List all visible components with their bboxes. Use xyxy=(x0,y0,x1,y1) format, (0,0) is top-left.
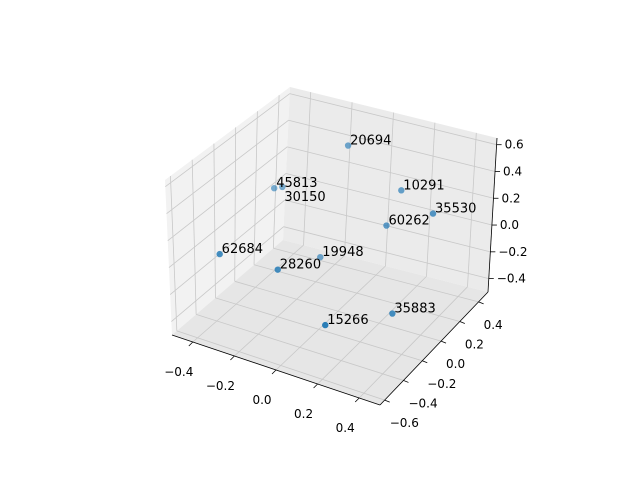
y-grid-line xyxy=(170,175,178,331)
y-grid-line xyxy=(272,95,280,249)
point-label: 20694 xyxy=(350,134,391,149)
z-grid-line xyxy=(285,173,493,226)
z-tick-label: 0.2 xyxy=(501,191,520,205)
z-grid-line xyxy=(165,93,290,188)
z-grid-line xyxy=(168,173,287,268)
data-point xyxy=(429,210,437,217)
point-label: 30150 xyxy=(284,190,325,205)
tick-mark xyxy=(354,397,360,403)
z-grid-line xyxy=(169,199,286,295)
tick-mark xyxy=(188,341,194,347)
data-point xyxy=(383,222,390,229)
y-grid-line xyxy=(213,143,216,298)
x-grid-line xyxy=(275,265,386,371)
point-label: 35530 xyxy=(435,202,476,217)
x-grid-line xyxy=(192,244,304,343)
z-grid-line xyxy=(283,226,489,279)
point-label: 28260 xyxy=(280,258,321,273)
point-label: 35883 xyxy=(394,302,435,317)
tick-mark xyxy=(459,321,465,324)
z-grid-line xyxy=(167,146,288,241)
data-point xyxy=(216,250,223,258)
data-point xyxy=(271,185,278,192)
point-label: 60262 xyxy=(388,214,429,229)
point-label: 10291 xyxy=(403,178,444,193)
y-grid-line xyxy=(215,297,423,362)
y-tick-label: 0.4 xyxy=(484,318,503,332)
data-point xyxy=(322,321,329,329)
z-grid-line xyxy=(287,146,494,199)
x-tick-label: 0.2 xyxy=(294,407,313,421)
tick-labels: −0.4−0.20.00.20.4 −0.6−0.4−0.20.00.20.4−0… xyxy=(164,138,527,435)
tick-mark xyxy=(403,380,409,383)
tick-mark xyxy=(440,340,447,344)
x-grid-line xyxy=(358,286,468,399)
tick-mark xyxy=(478,301,484,305)
y-tick-label: 0.0 xyxy=(446,357,465,371)
z-tick-label: −0.4 xyxy=(497,272,526,286)
tick-mark xyxy=(313,383,318,389)
data-points xyxy=(216,142,437,329)
y-tick-label: −0.6 xyxy=(390,416,419,430)
x-grid-line xyxy=(385,112,394,267)
axis-line xyxy=(379,291,489,406)
z-grid-line xyxy=(289,93,497,146)
z-tick-label: 0.0 xyxy=(500,218,519,232)
data-point xyxy=(344,142,352,149)
point-label: 19948 xyxy=(322,245,363,260)
y-grid-line xyxy=(176,330,385,401)
back-pane xyxy=(283,87,497,292)
data-point xyxy=(389,310,396,317)
x-grid-line xyxy=(303,92,312,246)
x-tick-label: 0.4 xyxy=(336,421,355,435)
y-grid-line xyxy=(196,313,404,381)
data-point xyxy=(279,183,286,191)
data-point xyxy=(274,266,281,273)
y-grid-line xyxy=(191,159,197,315)
tick-mark xyxy=(271,369,277,375)
x-grid-line xyxy=(467,132,477,287)
y-grid-line xyxy=(253,264,460,322)
x-grid-line xyxy=(344,102,353,256)
z-tick-label: −0.2 xyxy=(498,245,527,259)
tick-mark xyxy=(230,355,235,361)
y-grid-line xyxy=(234,127,237,282)
z-grid-line xyxy=(171,226,284,322)
y-tick-label: 0.2 xyxy=(465,337,484,351)
point-label: 15266 xyxy=(327,313,368,328)
data-point xyxy=(317,254,324,261)
y-tick-label: −0.4 xyxy=(408,396,437,410)
x-tick-label: −0.2 xyxy=(206,379,235,393)
x-tick-label: −0.4 xyxy=(164,365,193,379)
z-tick-label: 0.4 xyxy=(503,164,522,178)
tick-mark xyxy=(384,399,390,403)
point-label: 62684 xyxy=(222,242,263,257)
x-tick-label: 0.0 xyxy=(252,393,271,407)
y-grid-line xyxy=(253,111,258,265)
y-tick-label: −0.2 xyxy=(427,377,456,391)
y-grid-line xyxy=(234,280,442,342)
z-grid-line xyxy=(166,119,289,215)
point-label: 45813 xyxy=(276,176,317,191)
x-grid-line xyxy=(234,255,345,357)
z-tick-label: 0.6 xyxy=(505,138,524,152)
grid-lines xyxy=(165,92,498,406)
x-grid-line xyxy=(317,276,427,385)
y-grid-line xyxy=(273,247,479,303)
data-point xyxy=(398,187,405,194)
floor-pane xyxy=(172,240,488,405)
x-grid-line xyxy=(426,122,436,277)
tick-mark xyxy=(422,360,428,364)
axis-line xyxy=(487,137,498,293)
z-grid-line xyxy=(288,119,496,172)
